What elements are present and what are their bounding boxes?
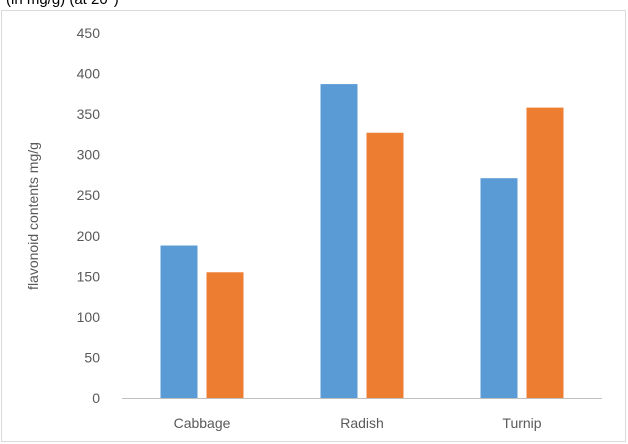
y-tick-label: 100 bbox=[77, 309, 101, 325]
bar-turnip-series-2 bbox=[526, 107, 564, 398]
y-tick-label: 350 bbox=[77, 106, 101, 122]
bar-cabbage-series-1 bbox=[160, 245, 198, 398]
x-tick-label: Turnip bbox=[502, 415, 541, 431]
bar-radish-series-1 bbox=[320, 84, 358, 398]
y-tick-label: 0 bbox=[92, 390, 100, 406]
bar-cabbage-series-2 bbox=[206, 272, 244, 398]
y-axis-label: flavonoid contents mg/g bbox=[25, 142, 41, 290]
bars bbox=[160, 84, 564, 398]
y-tick-label: 200 bbox=[77, 228, 101, 244]
chart-border bbox=[1, 10, 626, 442]
y-tick-label: 300 bbox=[77, 147, 101, 163]
bar-turnip-series-1 bbox=[480, 178, 518, 398]
y-tick-label: 250 bbox=[77, 187, 101, 203]
y-tick-label: 450 bbox=[77, 25, 101, 41]
y-tick-label: 50 bbox=[84, 349, 100, 365]
x-tick-label: Radish bbox=[340, 415, 384, 431]
y-tick-label: 150 bbox=[77, 268, 101, 284]
bar-radish-series-2 bbox=[366, 132, 404, 398]
top-caption: (in mg/g) (at 20°) bbox=[0, 0, 628, 8]
x-tick-label: Cabbage bbox=[174, 415, 231, 431]
y-tick-label: 400 bbox=[77, 66, 101, 82]
x-axis-ticks: Cabbage Radish Turnip bbox=[174, 415, 542, 431]
y-axis-ticks: 0 50 100 150 200 250 300 350 400 450 bbox=[77, 25, 101, 406]
